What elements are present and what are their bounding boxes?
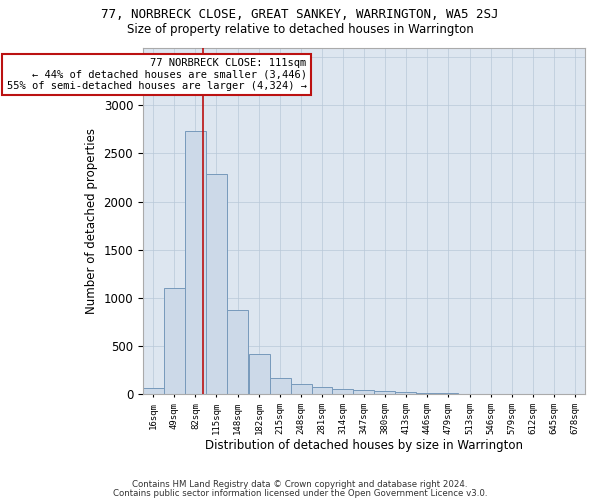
Text: Size of property relative to detached houses in Warrington: Size of property relative to detached ho… xyxy=(127,22,473,36)
Bar xyxy=(206,174,227,394)
Bar xyxy=(248,354,269,394)
Bar xyxy=(311,388,332,394)
Bar xyxy=(416,392,437,394)
X-axis label: Distribution of detached houses by size in Warrington: Distribution of detached houses by size … xyxy=(205,440,523,452)
Text: 77, NORBRECK CLOSE, GREAT SANKEY, WARRINGTON, WA5 2SJ: 77, NORBRECK CLOSE, GREAT SANKEY, WARRIN… xyxy=(101,8,499,20)
Bar xyxy=(269,378,290,394)
Bar xyxy=(143,388,164,394)
Bar xyxy=(395,392,416,394)
Text: Contains public sector information licensed under the Open Government Licence v3: Contains public sector information licen… xyxy=(113,488,487,498)
Bar xyxy=(437,393,458,394)
Bar xyxy=(227,310,248,394)
Text: 77 NORBRECK CLOSE: 111sqm
← 44% of detached houses are smaller (3,446)
55% of se: 77 NORBRECK CLOSE: 111sqm ← 44% of detac… xyxy=(7,58,307,91)
Bar xyxy=(332,389,353,394)
Y-axis label: Number of detached properties: Number of detached properties xyxy=(85,128,98,314)
Text: Contains HM Land Registry data © Crown copyright and database right 2024.: Contains HM Land Registry data © Crown c… xyxy=(132,480,468,489)
Bar xyxy=(185,132,206,394)
Bar xyxy=(164,288,185,394)
Bar xyxy=(290,384,311,394)
Bar xyxy=(353,390,374,394)
Bar xyxy=(374,391,395,394)
